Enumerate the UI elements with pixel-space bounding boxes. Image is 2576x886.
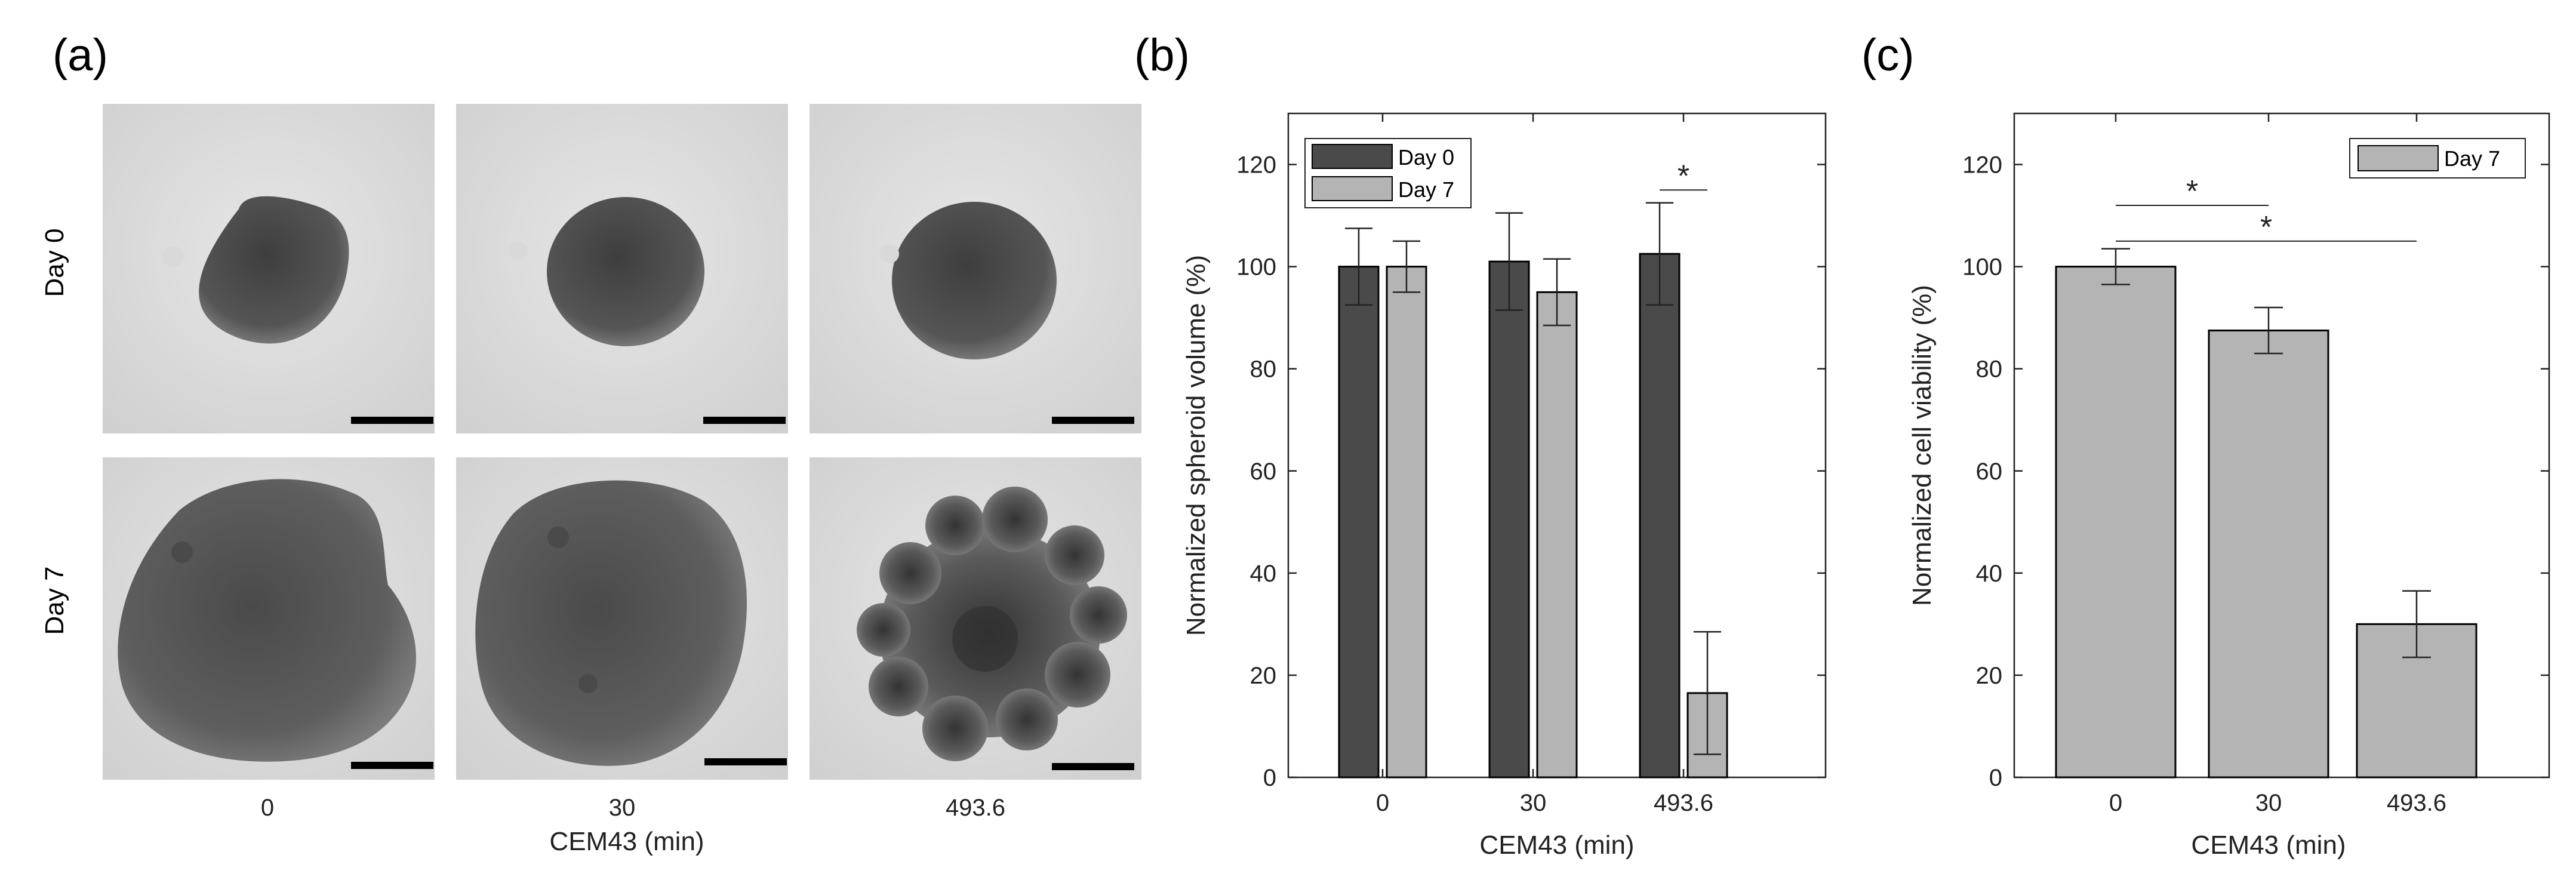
chart-b-ylabel: Normalized spheroid volume (%) xyxy=(1181,255,1211,636)
chart-b-legend-swatch-day0 xyxy=(1312,144,1393,169)
panel-c-label: (c) xyxy=(1861,30,1915,81)
chart-c-bar xyxy=(2055,266,2177,779)
panel-a-col-label-0: 0 xyxy=(261,795,274,821)
chart-b-xlabel: CEM43 (min) xyxy=(1479,830,1634,860)
chart-c-xtick-label: 493.6 xyxy=(2387,790,2446,816)
chart-b-legend-label-day7: Day 7 xyxy=(1398,177,1454,202)
chart-b-xtick-label: 30 xyxy=(1520,790,1547,816)
panel-a-xlabel: CEM43 (min) xyxy=(549,827,704,856)
chart-b-bar xyxy=(1536,291,1578,779)
chart-c-significance-star: * xyxy=(2260,210,2272,245)
chart-c-legend: Day 7 xyxy=(2349,138,2526,179)
chart-c-legend-swatch-day7 xyxy=(2358,145,2439,171)
chart-c-xlabel: CEM43 (min) xyxy=(2191,830,2346,860)
chart-b-bar xyxy=(1338,266,1380,779)
image-day7-cem30 xyxy=(456,457,788,780)
panel-a-col-label-30: 30 xyxy=(609,795,636,821)
chart-b-ytick-label: 100 xyxy=(1236,254,1276,281)
chart-c-ytick-label: 40 xyxy=(1976,561,2003,587)
chart-c-bar xyxy=(2208,330,2329,779)
chart-b-ytick-label: 40 xyxy=(1250,561,1277,587)
image-day7-cem493 xyxy=(810,457,1141,780)
chart-b-xtick-label: 493.6 xyxy=(1654,790,1713,816)
chart-c-ytick-label: 20 xyxy=(1976,663,2003,689)
chart-b-bar xyxy=(1639,253,1681,779)
row-label-day7: Day 7 xyxy=(40,567,69,635)
chart-c-xtick-label: 30 xyxy=(2255,790,2282,816)
panel-a-label: (a) xyxy=(53,30,108,81)
chart-b-ytick-label: 0 xyxy=(1263,765,1276,791)
chart-c-ytick-label: 0 xyxy=(1989,765,2002,791)
chart-b-legend-label-day0: Day 0 xyxy=(1398,145,1454,170)
chart-b-bar xyxy=(1386,266,1427,779)
chart-c-ytick-label: 60 xyxy=(1976,459,2003,485)
image-day0-cem30 xyxy=(456,104,788,433)
chart-c-ytick-label: 80 xyxy=(1976,356,2003,383)
chart-b-ytick-label: 120 xyxy=(1236,152,1276,179)
chart-b-bar xyxy=(1488,260,1530,779)
chart-b-ytick-label: 60 xyxy=(1250,459,1277,485)
chart-b-legend: Day 0 Day 7 xyxy=(1304,138,1472,208)
chart-b-ytick-label: 20 xyxy=(1250,663,1277,689)
chart-b: Normalized spheroid volume (%) CEM43 (mi… xyxy=(1181,112,1827,860)
chart-c-ylabel: Normalized cell viability (%) xyxy=(1907,285,1937,606)
chart-b-xtick-label: 0 xyxy=(1376,790,1389,816)
chart-c-significance-star: * xyxy=(2186,174,2198,209)
panel-a-col-label-493: 493.6 xyxy=(946,795,1005,821)
panel-b-label: (b) xyxy=(1134,30,1190,81)
chart-c: Normalized cell viability (%) CEM43 (min… xyxy=(1907,112,2550,860)
chart-c-ytick-label: 120 xyxy=(1962,152,2002,179)
image-day0-cem0 xyxy=(103,104,435,433)
chart-c-legend-label-day7: Day 7 xyxy=(2444,146,2500,171)
image-day0-cem493 xyxy=(810,104,1141,433)
chart-c-xtick-label: 0 xyxy=(2109,790,2122,816)
chart-b-ytick-label: 80 xyxy=(1250,356,1277,383)
row-label-day0: Day 0 xyxy=(40,229,69,297)
chart-b-significance-star: * xyxy=(1678,159,1689,193)
chart-c-ytick-label: 100 xyxy=(1962,254,2002,281)
image-day7-cem0 xyxy=(103,457,435,780)
chart-b-legend-swatch-day7 xyxy=(1312,176,1393,201)
